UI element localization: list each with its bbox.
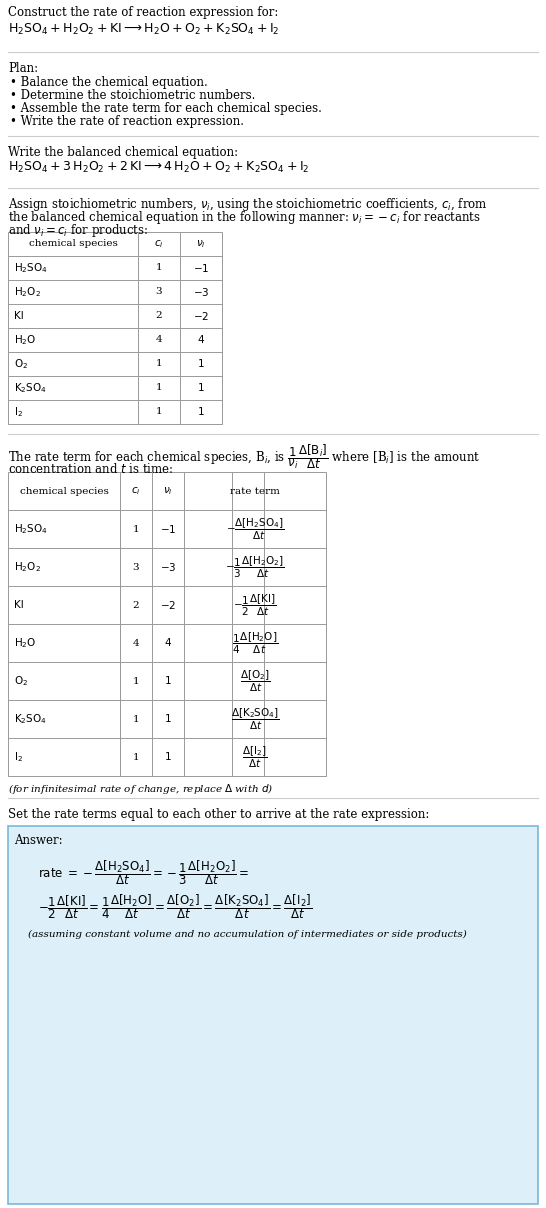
Text: rate $= -\dfrac{\Delta[\mathrm{H_2SO_4}]}{\Delta t} = -\dfrac{1}{3}\dfrac{\Delta: rate $= -\dfrac{\Delta[\mathrm{H_2SO_4}]… bbox=[38, 858, 249, 887]
Text: $-3$: $-3$ bbox=[160, 561, 176, 573]
Text: 2: 2 bbox=[133, 600, 139, 610]
Text: 1: 1 bbox=[156, 263, 162, 273]
Text: 1: 1 bbox=[133, 676, 139, 685]
Text: $\mathsf{H_2SO_4 + 3\,H_2O_2 + 2\,KI \longrightarrow 4\,H_2O + O_2 + K_2SO_4 + I: $\mathsf{H_2SO_4 + 3\,H_2O_2 + 2\,KI \lo… bbox=[8, 159, 310, 175]
Text: $\mathsf{I_2}$: $\mathsf{I_2}$ bbox=[14, 405, 23, 419]
FancyBboxPatch shape bbox=[8, 826, 538, 1204]
Text: 4: 4 bbox=[198, 335, 204, 345]
Text: • Balance the chemical equation.: • Balance the chemical equation. bbox=[10, 76, 207, 89]
Text: $\mathsf{K_2SO_4}$: $\mathsf{K_2SO_4}$ bbox=[14, 712, 47, 726]
Text: $-1$: $-1$ bbox=[160, 523, 176, 535]
Text: $c_i$: $c_i$ bbox=[131, 486, 141, 496]
Text: Assign stoichiometric numbers, $\nu_i$, using the stoichiometric coefficients, $: Assign stoichiometric numbers, $\nu_i$, … bbox=[8, 196, 488, 213]
Text: 1: 1 bbox=[198, 359, 204, 368]
Text: 2: 2 bbox=[156, 312, 162, 320]
Text: $-\dfrac{1}{3}\dfrac{\Delta[\mathrm{H_2O_2}]}{\Delta t}$: $-\dfrac{1}{3}\dfrac{\Delta[\mathrm{H_2O… bbox=[225, 554, 285, 580]
Text: $\dfrac{\Delta[\mathrm{K_2SO_4}]}{\Delta t}$: $\dfrac{\Delta[\mathrm{K_2SO_4}]}{\Delta… bbox=[230, 707, 280, 732]
Text: concentration and $t$ is time:: concentration and $t$ is time: bbox=[8, 461, 174, 476]
Text: chemical species: chemical species bbox=[28, 239, 117, 249]
Text: 1: 1 bbox=[198, 383, 204, 393]
Text: $\mathsf{O_2}$: $\mathsf{O_2}$ bbox=[14, 674, 28, 687]
Text: KI: KI bbox=[14, 600, 23, 610]
Text: the balanced chemical equation in the following manner: $\nu_i = -c_i$ for react: the balanced chemical equation in the fo… bbox=[8, 209, 481, 226]
Text: $\mathsf{I_2}$: $\mathsf{I_2}$ bbox=[14, 750, 23, 763]
Text: $\nu_i$: $\nu_i$ bbox=[163, 486, 173, 496]
Bar bbox=[8, 232, 222, 424]
Text: $-\dfrac{\Delta[\mathrm{H_2SO_4}]}{\Delta t}$: $-\dfrac{\Delta[\mathrm{H_2SO_4}]}{\Delt… bbox=[225, 516, 284, 541]
Text: $\mathsf{H_2SO_4}$: $\mathsf{H_2SO_4}$ bbox=[14, 522, 48, 536]
Text: 4: 4 bbox=[165, 638, 171, 647]
Text: 1: 1 bbox=[165, 714, 171, 724]
Text: Construct the rate of reaction expression for:: Construct the rate of reaction expressio… bbox=[8, 6, 278, 19]
Text: and $\nu_i = c_i$ for products:: and $\nu_i = c_i$ for products: bbox=[8, 222, 149, 239]
Text: 4: 4 bbox=[133, 639, 139, 647]
Text: $-2$: $-2$ bbox=[160, 599, 176, 611]
Text: $\mathsf{H_2O}$: $\mathsf{H_2O}$ bbox=[14, 333, 37, 347]
Text: 1: 1 bbox=[156, 383, 162, 393]
Text: 4: 4 bbox=[156, 336, 162, 344]
Text: Set the rate terms equal to each other to arrive at the rate expression:: Set the rate terms equal to each other t… bbox=[8, 808, 429, 821]
Text: 3: 3 bbox=[133, 563, 139, 571]
Text: 1: 1 bbox=[165, 753, 171, 762]
Text: 1: 1 bbox=[133, 714, 139, 724]
Text: 1: 1 bbox=[198, 407, 204, 417]
Text: 1: 1 bbox=[156, 360, 162, 368]
Text: Write the balanced chemical equation:: Write the balanced chemical equation: bbox=[8, 146, 238, 159]
Text: Plan:: Plan: bbox=[8, 62, 38, 75]
Text: • Assemble the rate term for each chemical species.: • Assemble the rate term for each chemic… bbox=[10, 101, 322, 115]
Text: • Determine the stoichiometric numbers.: • Determine the stoichiometric numbers. bbox=[10, 89, 256, 101]
Text: $\dfrac{\Delta[\mathrm{O_2}]}{\Delta t}$: $\dfrac{\Delta[\mathrm{O_2}]}{\Delta t}$ bbox=[240, 668, 270, 693]
Text: $\mathsf{H_2O_2}$: $\mathsf{H_2O_2}$ bbox=[14, 285, 41, 298]
Text: $\mathsf{H_2SO_4}$: $\mathsf{H_2SO_4}$ bbox=[14, 261, 48, 275]
Text: $\dfrac{1}{4}\dfrac{\Delta[\mathrm{H_2O}]}{\Delta t}$: $\dfrac{1}{4}\dfrac{\Delta[\mathrm{H_2O}… bbox=[232, 631, 278, 656]
Text: $-3$: $-3$ bbox=[193, 286, 209, 298]
Text: 1: 1 bbox=[133, 753, 139, 761]
Text: (assuming constant volume and no accumulation of intermediates or side products): (assuming constant volume and no accumul… bbox=[28, 930, 467, 939]
Text: $\mathsf{H_2O_2}$: $\mathsf{H_2O_2}$ bbox=[14, 561, 41, 574]
Text: $\mathsf{H_2O}$: $\mathsf{H_2O}$ bbox=[14, 637, 37, 650]
Text: $\mathsf{H_2SO_4 + H_2O_2 + KI \longrightarrow H_2O + O_2 + K_2SO_4 + I_2}$: $\mathsf{H_2SO_4 + H_2O_2 + KI \longrigh… bbox=[8, 22, 280, 37]
Bar bbox=[8, 472, 326, 776]
Text: The rate term for each chemical species, B$_i$, is $\dfrac{1}{\nu_i}\dfrac{\Delt: The rate term for each chemical species,… bbox=[8, 442, 480, 471]
Text: 3: 3 bbox=[156, 288, 162, 296]
Text: $\dfrac{\Delta[\mathrm{I_2}]}{\Delta t}$: $\dfrac{\Delta[\mathrm{I_2}]}{\Delta t}$ bbox=[242, 744, 268, 769]
Text: $-1$: $-1$ bbox=[193, 262, 209, 274]
Text: chemical species: chemical species bbox=[20, 487, 109, 495]
Text: 1: 1 bbox=[133, 524, 139, 534]
Text: • Write the rate of reaction expression.: • Write the rate of reaction expression. bbox=[10, 115, 244, 128]
Text: KI: KI bbox=[14, 310, 23, 321]
Text: $\mathsf{O_2}$: $\mathsf{O_2}$ bbox=[14, 358, 28, 371]
Text: (for infinitesimal rate of change, replace $\Delta$ with $d$): (for infinitesimal rate of change, repla… bbox=[8, 782, 274, 796]
Text: $\mathsf{K_2SO_4}$: $\mathsf{K_2SO_4}$ bbox=[14, 381, 47, 395]
Text: 1: 1 bbox=[156, 407, 162, 417]
Text: $c_i$: $c_i$ bbox=[154, 238, 164, 250]
Text: $-2$: $-2$ bbox=[193, 310, 209, 323]
Text: $\nu_i$: $\nu_i$ bbox=[196, 238, 206, 250]
Text: rate term: rate term bbox=[230, 487, 280, 495]
Text: $-\dfrac{1}{2}\dfrac{\Delta[\mathrm{KI}]}{\Delta t} = \dfrac{1}{4}\dfrac{\Delta[: $-\dfrac{1}{2}\dfrac{\Delta[\mathrm{KI}]… bbox=[38, 892, 312, 920]
Text: 1: 1 bbox=[165, 676, 171, 686]
Text: Answer:: Answer: bbox=[14, 834, 63, 847]
Text: $-\dfrac{1}{2}\dfrac{\Delta[\mathrm{KI}]}{\Delta t}$: $-\dfrac{1}{2}\dfrac{\Delta[\mathrm{KI}]… bbox=[233, 592, 277, 617]
